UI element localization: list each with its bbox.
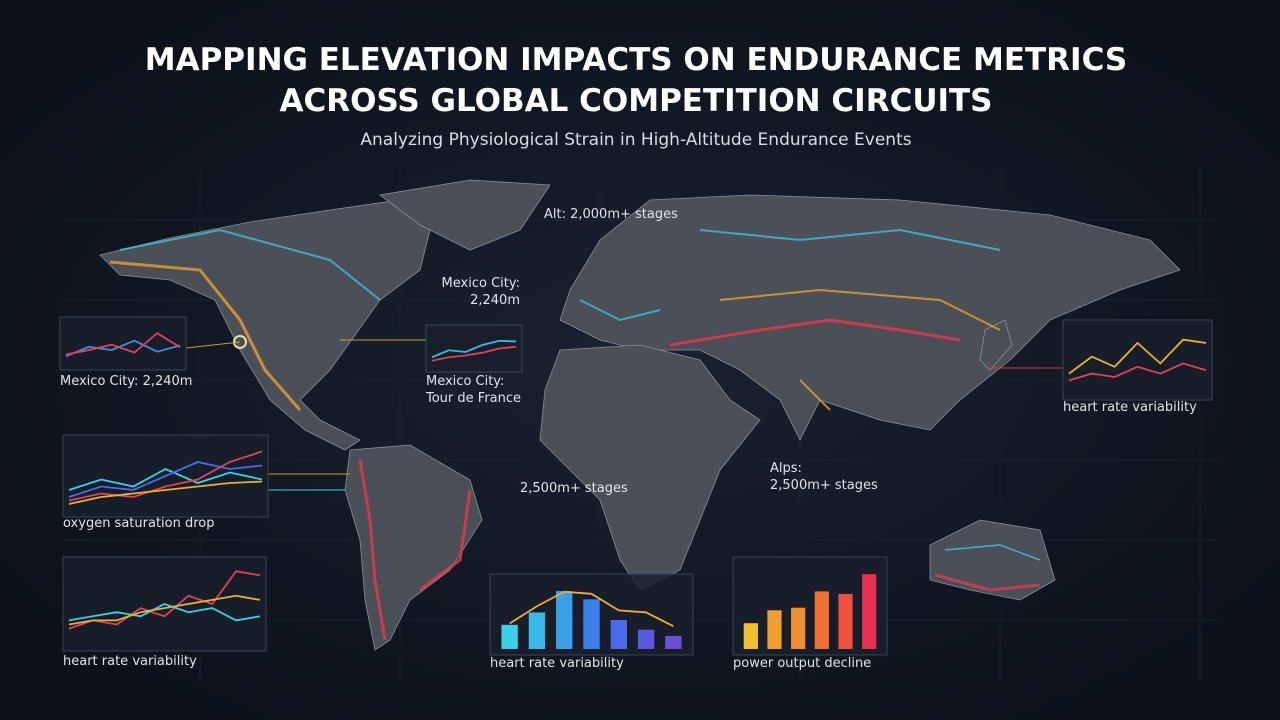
- contour-line: [719, 288, 1001, 411]
- series-line: [65, 332, 181, 356]
- rockies-highlight: [109, 260, 302, 411]
- contour-line: [119, 228, 381, 301]
- bar: [501, 624, 518, 649]
- world-map: [99, 179, 1181, 651]
- series-line: [1068, 362, 1207, 382]
- series-line: [68, 570, 261, 630]
- himalaya-highlight: [669, 318, 961, 347]
- map-label: Alt: 2,000m+ stages: [544, 207, 678, 222]
- australia: [929, 519, 1056, 601]
- bar: [743, 623, 758, 649]
- panel-label: Tour de France: [425, 391, 521, 406]
- bar: [814, 591, 829, 649]
- mini-chart: heart rate variability: [1062, 319, 1213, 415]
- panel-label: power output decline: [733, 656, 871, 671]
- bar: [528, 612, 546, 649]
- series-line: [68, 450, 263, 502]
- mini-chart: Mexico City: 2,240m: [59, 316, 192, 389]
- map-label: 2,500m+ stages: [770, 478, 878, 493]
- bar: [637, 629, 655, 649]
- panel-label: heart rate variability: [1063, 400, 1197, 415]
- contour-line: [579, 228, 1001, 322]
- map-label: 2,500m+ stages: [520, 481, 628, 496]
- panel-label: Mexico City:: [426, 374, 504, 389]
- greenland: [379, 179, 551, 251]
- series-line: [68, 480, 263, 505]
- eurasia: [559, 194, 1181, 441]
- bar: [610, 620, 627, 649]
- title-line: ACROSS GLOBAL COMPETITION CIRCUITS: [279, 83, 992, 119]
- bar: [767, 610, 782, 649]
- series-line: [68, 461, 263, 498]
- mini-chart: oxygen saturation drop: [62, 434, 269, 531]
- series-line: [1068, 338, 1207, 375]
- panel-frame: [732, 556, 888, 656]
- series-line: [68, 594, 261, 626]
- panel-frame: [62, 434, 269, 518]
- series-line: [68, 467, 263, 491]
- bar: [556, 591, 573, 649]
- mini-chart: power output decline: [732, 556, 888, 671]
- connectors: [185, 339, 1063, 491]
- andes-highlight: [358, 459, 472, 641]
- panel-frame: [1062, 319, 1213, 401]
- mini-chart: Mexico City: Tour de France: [425, 324, 523, 406]
- contour-line: [934, 573, 1041, 592]
- panel-label: oxygen saturation drop: [63, 516, 215, 531]
- contour-line: [944, 544, 1041, 561]
- africa: [539, 344, 761, 591]
- marker: [233, 335, 247, 349]
- bar: [665, 635, 682, 649]
- panel-frame: [59, 316, 187, 371]
- title-line: MAPPING ELEVATION IMPACTS ON ENDURANCE M…: [145, 42, 1127, 78]
- mini-chart: heart rate variability: [489, 573, 694, 671]
- bar: [862, 574, 877, 649]
- series-line: [431, 339, 517, 359]
- north-america: [99, 199, 431, 451]
- series-line: [509, 590, 674, 628]
- panel-label: heart rate variability: [63, 654, 197, 669]
- series-line: [65, 339, 181, 358]
- map-label: Mexico City:: [442, 276, 520, 291]
- bar: [838, 593, 853, 649]
- series-line: [431, 345, 517, 362]
- bar: [791, 607, 806, 649]
- map-label: 2,240m: [470, 293, 520, 308]
- mini-chart: heart rate variability: [62, 556, 267, 669]
- panel-label: heart rate variability: [490, 656, 624, 671]
- series-line: [68, 603, 261, 622]
- bar: [583, 599, 600, 649]
- map-label: Alps:: [770, 461, 802, 476]
- panel-label: Mexico City: 2,240m: [60, 374, 192, 389]
- subtitle: Analyzing Physiological Strain in High-A…: [360, 130, 911, 150]
- japan: [979, 319, 1013, 371]
